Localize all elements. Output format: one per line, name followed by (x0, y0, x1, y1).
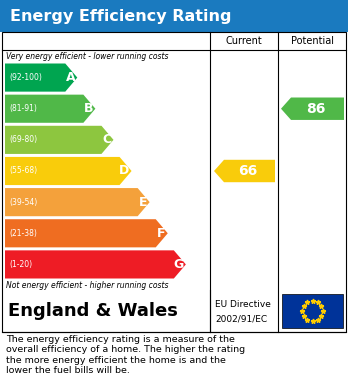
Text: (1-20): (1-20) (9, 260, 32, 269)
Text: F: F (157, 227, 166, 240)
Text: A: A (66, 71, 75, 84)
Text: (92-100): (92-100) (9, 73, 42, 82)
Polygon shape (214, 160, 275, 182)
Text: Not energy efficient - higher running costs: Not energy efficient - higher running co… (6, 281, 168, 290)
Polygon shape (5, 126, 113, 154)
Text: (39-54): (39-54) (9, 197, 37, 206)
Text: G: G (174, 258, 184, 271)
Text: The energy efficiency rating is a measure of the
overall efficiency of a home. T: The energy efficiency rating is a measur… (6, 335, 245, 375)
Bar (0, 0, 348, 32)
Text: Current: Current (226, 36, 262, 46)
Text: (69-80): (69-80) (9, 135, 37, 144)
Text: Energy Efficiency Rating: Energy Efficiency Rating (10, 9, 232, 23)
Bar (2, 32, 346, 332)
Text: (55-68): (55-68) (9, 167, 37, 176)
Text: 2002/91/EC: 2002/91/EC (215, 315, 267, 324)
Bar (282, 294, 343, 328)
Text: England & Wales: England & Wales (8, 302, 178, 320)
Polygon shape (5, 157, 132, 185)
Polygon shape (281, 97, 344, 120)
Text: (81-91): (81-91) (9, 104, 37, 113)
Text: B: B (84, 102, 93, 115)
Text: D: D (119, 165, 129, 178)
Text: Potential: Potential (291, 36, 333, 46)
Polygon shape (5, 250, 186, 278)
Polygon shape (5, 95, 95, 123)
Text: 66: 66 (238, 164, 257, 178)
Text: C: C (102, 133, 111, 146)
Polygon shape (5, 219, 168, 248)
Text: Very energy efficient - lower running costs: Very energy efficient - lower running co… (6, 52, 168, 61)
Polygon shape (5, 63, 77, 91)
Text: E: E (139, 196, 148, 209)
Polygon shape (5, 188, 150, 216)
Text: EU Directive: EU Directive (215, 300, 271, 309)
Text: (21-38): (21-38) (9, 229, 37, 238)
Text: 86: 86 (306, 102, 325, 116)
